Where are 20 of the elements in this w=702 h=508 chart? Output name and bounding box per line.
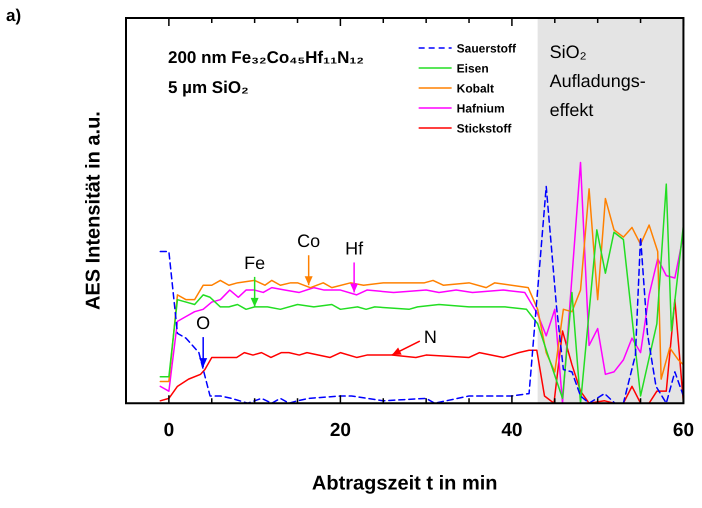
- legend-label: Hafnium: [456, 101, 505, 116]
- x-tick-label: 40: [501, 420, 522, 441]
- legend-label: Stickstoff: [456, 121, 512, 136]
- band-label: SiO₂ Aufladungs- effekt: [550, 42, 646, 120]
- y-axis-title: AES Intensität in a.u.: [82, 111, 105, 310]
- legend-label: Eisen: [456, 61, 489, 76]
- legend-label: Kobalt: [456, 81, 494, 96]
- annotation: Co: [297, 231, 320, 252]
- text: 200 nm Fe₃₂Co₄₅Hf₁₁N₁₂: [168, 48, 364, 68]
- chart-title: a): [6, 6, 22, 26]
- text: 5 µm SiO₂: [168, 78, 249, 98]
- annotation: O: [196, 313, 210, 334]
- annotation: N: [424, 327, 437, 348]
- legend-label: Sauerstoff: [456, 41, 517, 56]
- annotation: Fe: [244, 252, 266, 273]
- x-axis-title: Abtragszeit t in min: [312, 472, 498, 495]
- x-tick-label: 60: [672, 420, 694, 441]
- annotation: Hf: [345, 238, 364, 258]
- x-tick-label: 20: [330, 420, 351, 441]
- x-tick-label: 0: [164, 420, 174, 441]
